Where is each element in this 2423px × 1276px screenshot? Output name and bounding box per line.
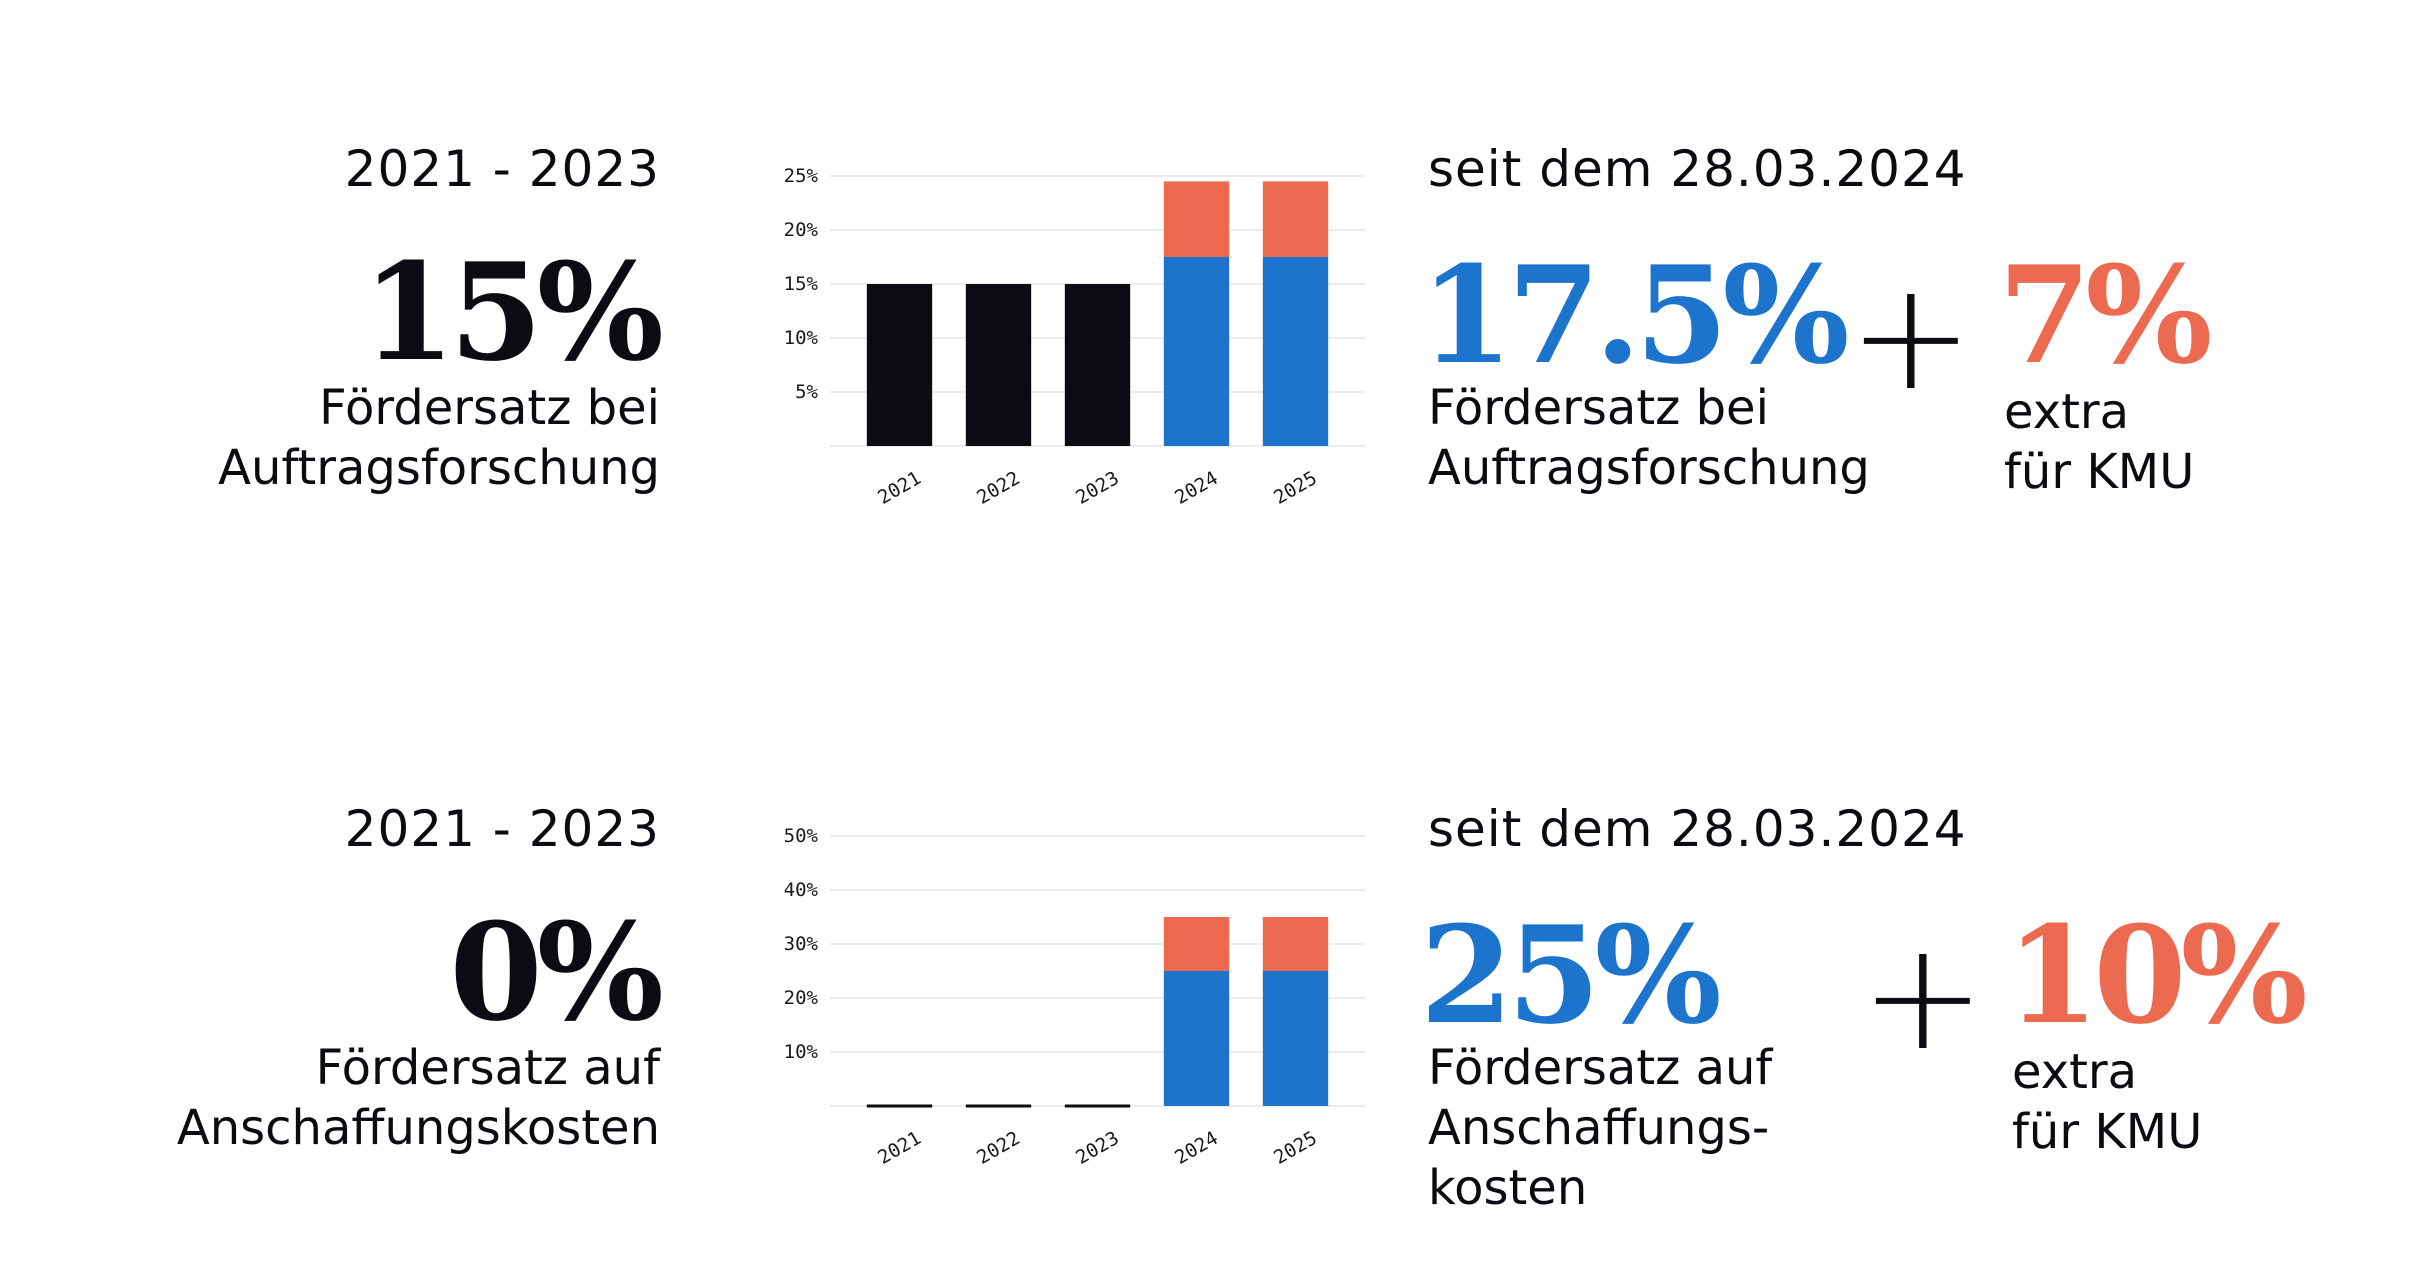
bar-segment: [1163, 971, 1230, 1106]
y-tick-label: 10%: [784, 1041, 819, 1063]
section-anschaffungskosten: 2021 - 2023 0% Fördersatz auf Anschaffun…: [0, 660, 2423, 1220]
old-rate-description: Fördersatz auf Anschaffungskosten: [176, 1040, 660, 1156]
extra-rate: 7%: [1998, 236, 2213, 394]
y-tick-label: 30%: [784, 933, 819, 955]
old-rate: 0%: [449, 893, 664, 1051]
years-label: 2021 - 2023: [344, 140, 660, 198]
x-tick-label: 2024: [1171, 1127, 1222, 1169]
x-tick-label: 2025: [1270, 467, 1321, 509]
old-rate: 15%: [362, 233, 664, 391]
x-tick-label: 2023: [1072, 1127, 1123, 1169]
y-tick-label: 50%: [784, 825, 819, 847]
new-rate-description: Fördersatz auf Anschaffungs-kosten: [1428, 1040, 1773, 1216]
since-date-label: seit dem 28.03.2024: [1428, 140, 1967, 198]
x-tick-label: 2024: [1171, 467, 1222, 509]
bar-segment: [1262, 971, 1329, 1106]
bar-chart-auftragsforschung: 5% 10% 15% 20% 25% 2021 2022 2023 2024 2025: [784, 165, 1365, 509]
plus-sign: +: [1848, 250, 1974, 424]
x-tick-label: 2021: [874, 467, 925, 509]
x-tick-label: 2023: [1072, 467, 1123, 509]
old-rate-description: Fördersatz bei Auftragsforschung: [218, 380, 660, 496]
y-tick-label: 40%: [784, 879, 819, 901]
x-tick-label: 2021: [874, 1127, 925, 1169]
x-tick-label: 2022: [973, 1127, 1024, 1169]
extra-rate-description: extra für KMU: [2004, 384, 2195, 500]
years-label: 2021 - 2023: [344, 800, 660, 858]
y-tick-label: 20%: [784, 219, 819, 241]
x-tick-label: 2022: [973, 467, 1024, 509]
bar-segment: [1064, 284, 1131, 446]
bar-segment: [866, 284, 933, 446]
bar-segment: [965, 284, 1032, 446]
new-rate: 25%: [1420, 896, 1722, 1054]
extra-rate: 10%: [2006, 896, 2308, 1054]
since-date-label: seit dem 28.03.2024: [1428, 800, 1967, 858]
bar-segment: [1262, 917, 1329, 971]
y-tick-label: 15%: [784, 273, 819, 295]
bar-segment: [1163, 181, 1230, 257]
y-tick-label: 25%: [784, 165, 819, 187]
extra-rate-description: extra für KMU: [2012, 1044, 2203, 1160]
bar-chart-anschaffungskosten: 10% 20% 30% 40% 50% 2021 2022 2023 2024 2025: [784, 825, 1365, 1169]
y-tick-label: 10%: [784, 327, 819, 349]
bar-segment: [1262, 257, 1329, 446]
plus-sign: +: [1860, 910, 1986, 1084]
x-tick-label: 2025: [1270, 1127, 1321, 1169]
bar-segment: [1163, 257, 1230, 446]
new-rate-description: Fördersatz bei Auftragsforschung: [1428, 380, 1870, 496]
new-rate: 17.5%: [1420, 236, 1850, 394]
y-tick-label: 5%: [795, 381, 818, 403]
bar-segment: [1163, 917, 1230, 971]
y-tick-label: 20%: [784, 987, 819, 1009]
section-auftragsforschung: 2021 - 2023 15% Fördersatz bei Auftragsf…: [0, 0, 2423, 560]
bar-segment: [1262, 181, 1329, 257]
